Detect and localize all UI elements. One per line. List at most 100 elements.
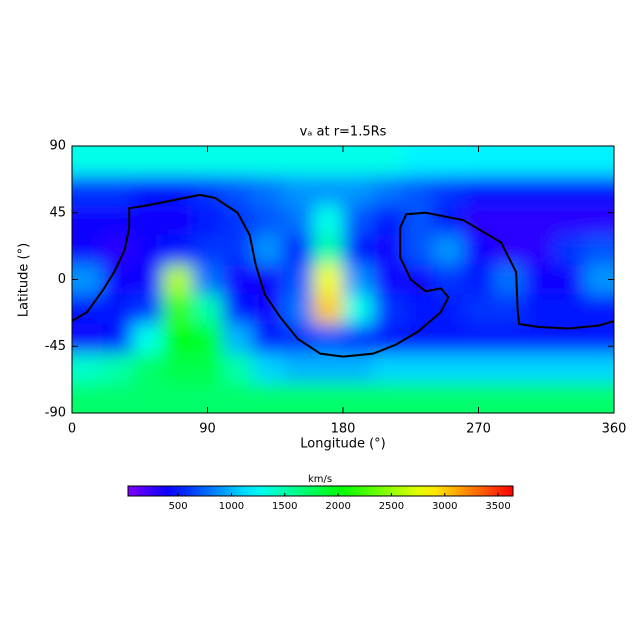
heat-cell xyxy=(523,146,555,177)
heat-cell xyxy=(403,353,434,384)
colorbar-tick-label: 2000 xyxy=(325,501,350,512)
heatmap xyxy=(72,146,614,413)
heat-cell xyxy=(553,235,585,266)
y-tick-label: 90 xyxy=(49,139,66,154)
heat-cell xyxy=(343,264,374,295)
x-tick-label: 90 xyxy=(199,422,216,437)
heat-cell xyxy=(373,353,404,384)
heat-cell xyxy=(493,353,525,384)
heat-cell xyxy=(312,264,344,295)
heat-cell xyxy=(463,324,495,355)
heat-cell xyxy=(403,175,434,206)
heat-cell xyxy=(192,235,224,266)
heat-cell xyxy=(222,264,254,295)
heat-cell xyxy=(192,353,224,384)
heat-cell xyxy=(553,294,585,325)
heat-cell xyxy=(282,383,314,413)
heat-cell xyxy=(222,383,254,413)
heat-cell xyxy=(523,324,555,355)
colorbar-tick-label: 3000 xyxy=(432,501,457,512)
colorbar-tick-label: 500 xyxy=(169,501,188,512)
heat-cell xyxy=(373,235,404,266)
heat-cell xyxy=(343,383,374,413)
chart-title: vₐ at r=1.5Rs xyxy=(300,125,387,140)
y-tick-label: 0 xyxy=(58,272,66,287)
heat-cell xyxy=(373,146,404,177)
colorbar-tick-label: 1500 xyxy=(272,501,297,512)
heat-cell xyxy=(312,205,344,236)
heat-cell xyxy=(282,353,314,384)
heat-cell xyxy=(553,175,585,206)
heat-cell xyxy=(523,383,555,413)
heat-cell xyxy=(463,175,495,206)
heat-cell xyxy=(102,264,133,295)
heat-cell xyxy=(252,235,284,266)
heat-cell xyxy=(343,294,374,325)
heat-cell xyxy=(192,205,224,236)
heat-cell xyxy=(252,324,284,355)
heat-cell xyxy=(72,175,103,206)
heat-cell xyxy=(553,264,585,295)
heat-cell xyxy=(463,294,495,325)
heat-cell xyxy=(583,146,614,177)
colorbar-tick-label: 1000 xyxy=(219,501,244,512)
neutral-line xyxy=(72,193,614,358)
heat-cell xyxy=(282,205,314,236)
heat-cell xyxy=(433,264,464,295)
heat-cell xyxy=(583,205,614,236)
heat-cell xyxy=(282,235,314,266)
heat-cell xyxy=(252,205,284,236)
heat-cell xyxy=(72,235,103,266)
colorbar xyxy=(127,485,514,497)
heat-cell xyxy=(523,205,555,236)
heat-cell xyxy=(282,264,314,295)
heat-cell xyxy=(433,205,464,236)
heat-cell xyxy=(463,205,495,236)
heat-cell xyxy=(343,235,374,266)
heat-cell xyxy=(312,324,344,355)
heat-cell xyxy=(493,175,525,206)
heat-cell xyxy=(72,353,103,384)
heat-cell xyxy=(282,146,314,177)
heat-cell xyxy=(192,294,224,325)
heat-cell xyxy=(72,324,103,355)
colorbar-label: km/s xyxy=(308,474,332,485)
heat-cell xyxy=(72,294,103,325)
heat-cell xyxy=(463,264,495,295)
heat-cell xyxy=(343,324,374,355)
heat-cell xyxy=(523,175,555,206)
heat-cell xyxy=(102,353,133,384)
heat-cell xyxy=(312,353,344,384)
y-axis-label: Latitude (°) xyxy=(17,243,32,317)
heat-cell xyxy=(312,146,344,177)
heat-cell xyxy=(373,264,404,295)
heat-cell xyxy=(102,324,133,355)
heat-cell xyxy=(493,205,525,236)
heat-cell xyxy=(132,324,163,355)
heat-cell xyxy=(132,353,163,384)
heat-cell xyxy=(493,264,525,295)
heat-cell xyxy=(162,324,193,355)
heat-cell xyxy=(162,294,193,325)
heat-cell xyxy=(312,383,344,413)
heat-cell xyxy=(493,324,525,355)
heat-cell xyxy=(583,175,614,206)
heat-cell xyxy=(132,264,163,295)
heat-cell xyxy=(343,353,374,384)
heat-cell xyxy=(162,353,193,384)
heat-cell xyxy=(463,353,495,384)
heat-cell xyxy=(222,175,254,206)
heat-cell xyxy=(433,235,464,266)
heat-cell xyxy=(433,324,464,355)
heat-cell xyxy=(463,235,495,266)
heat-cell xyxy=(102,383,133,413)
heat-cell xyxy=(252,175,284,206)
x-tick-label: 360 xyxy=(602,422,627,437)
y-tick-label: -90 xyxy=(45,406,66,421)
heat-cell xyxy=(222,294,254,325)
heat-cell xyxy=(403,383,434,413)
heat-cell xyxy=(583,353,614,384)
heat-cell xyxy=(433,353,464,384)
heat-cell xyxy=(312,294,344,325)
